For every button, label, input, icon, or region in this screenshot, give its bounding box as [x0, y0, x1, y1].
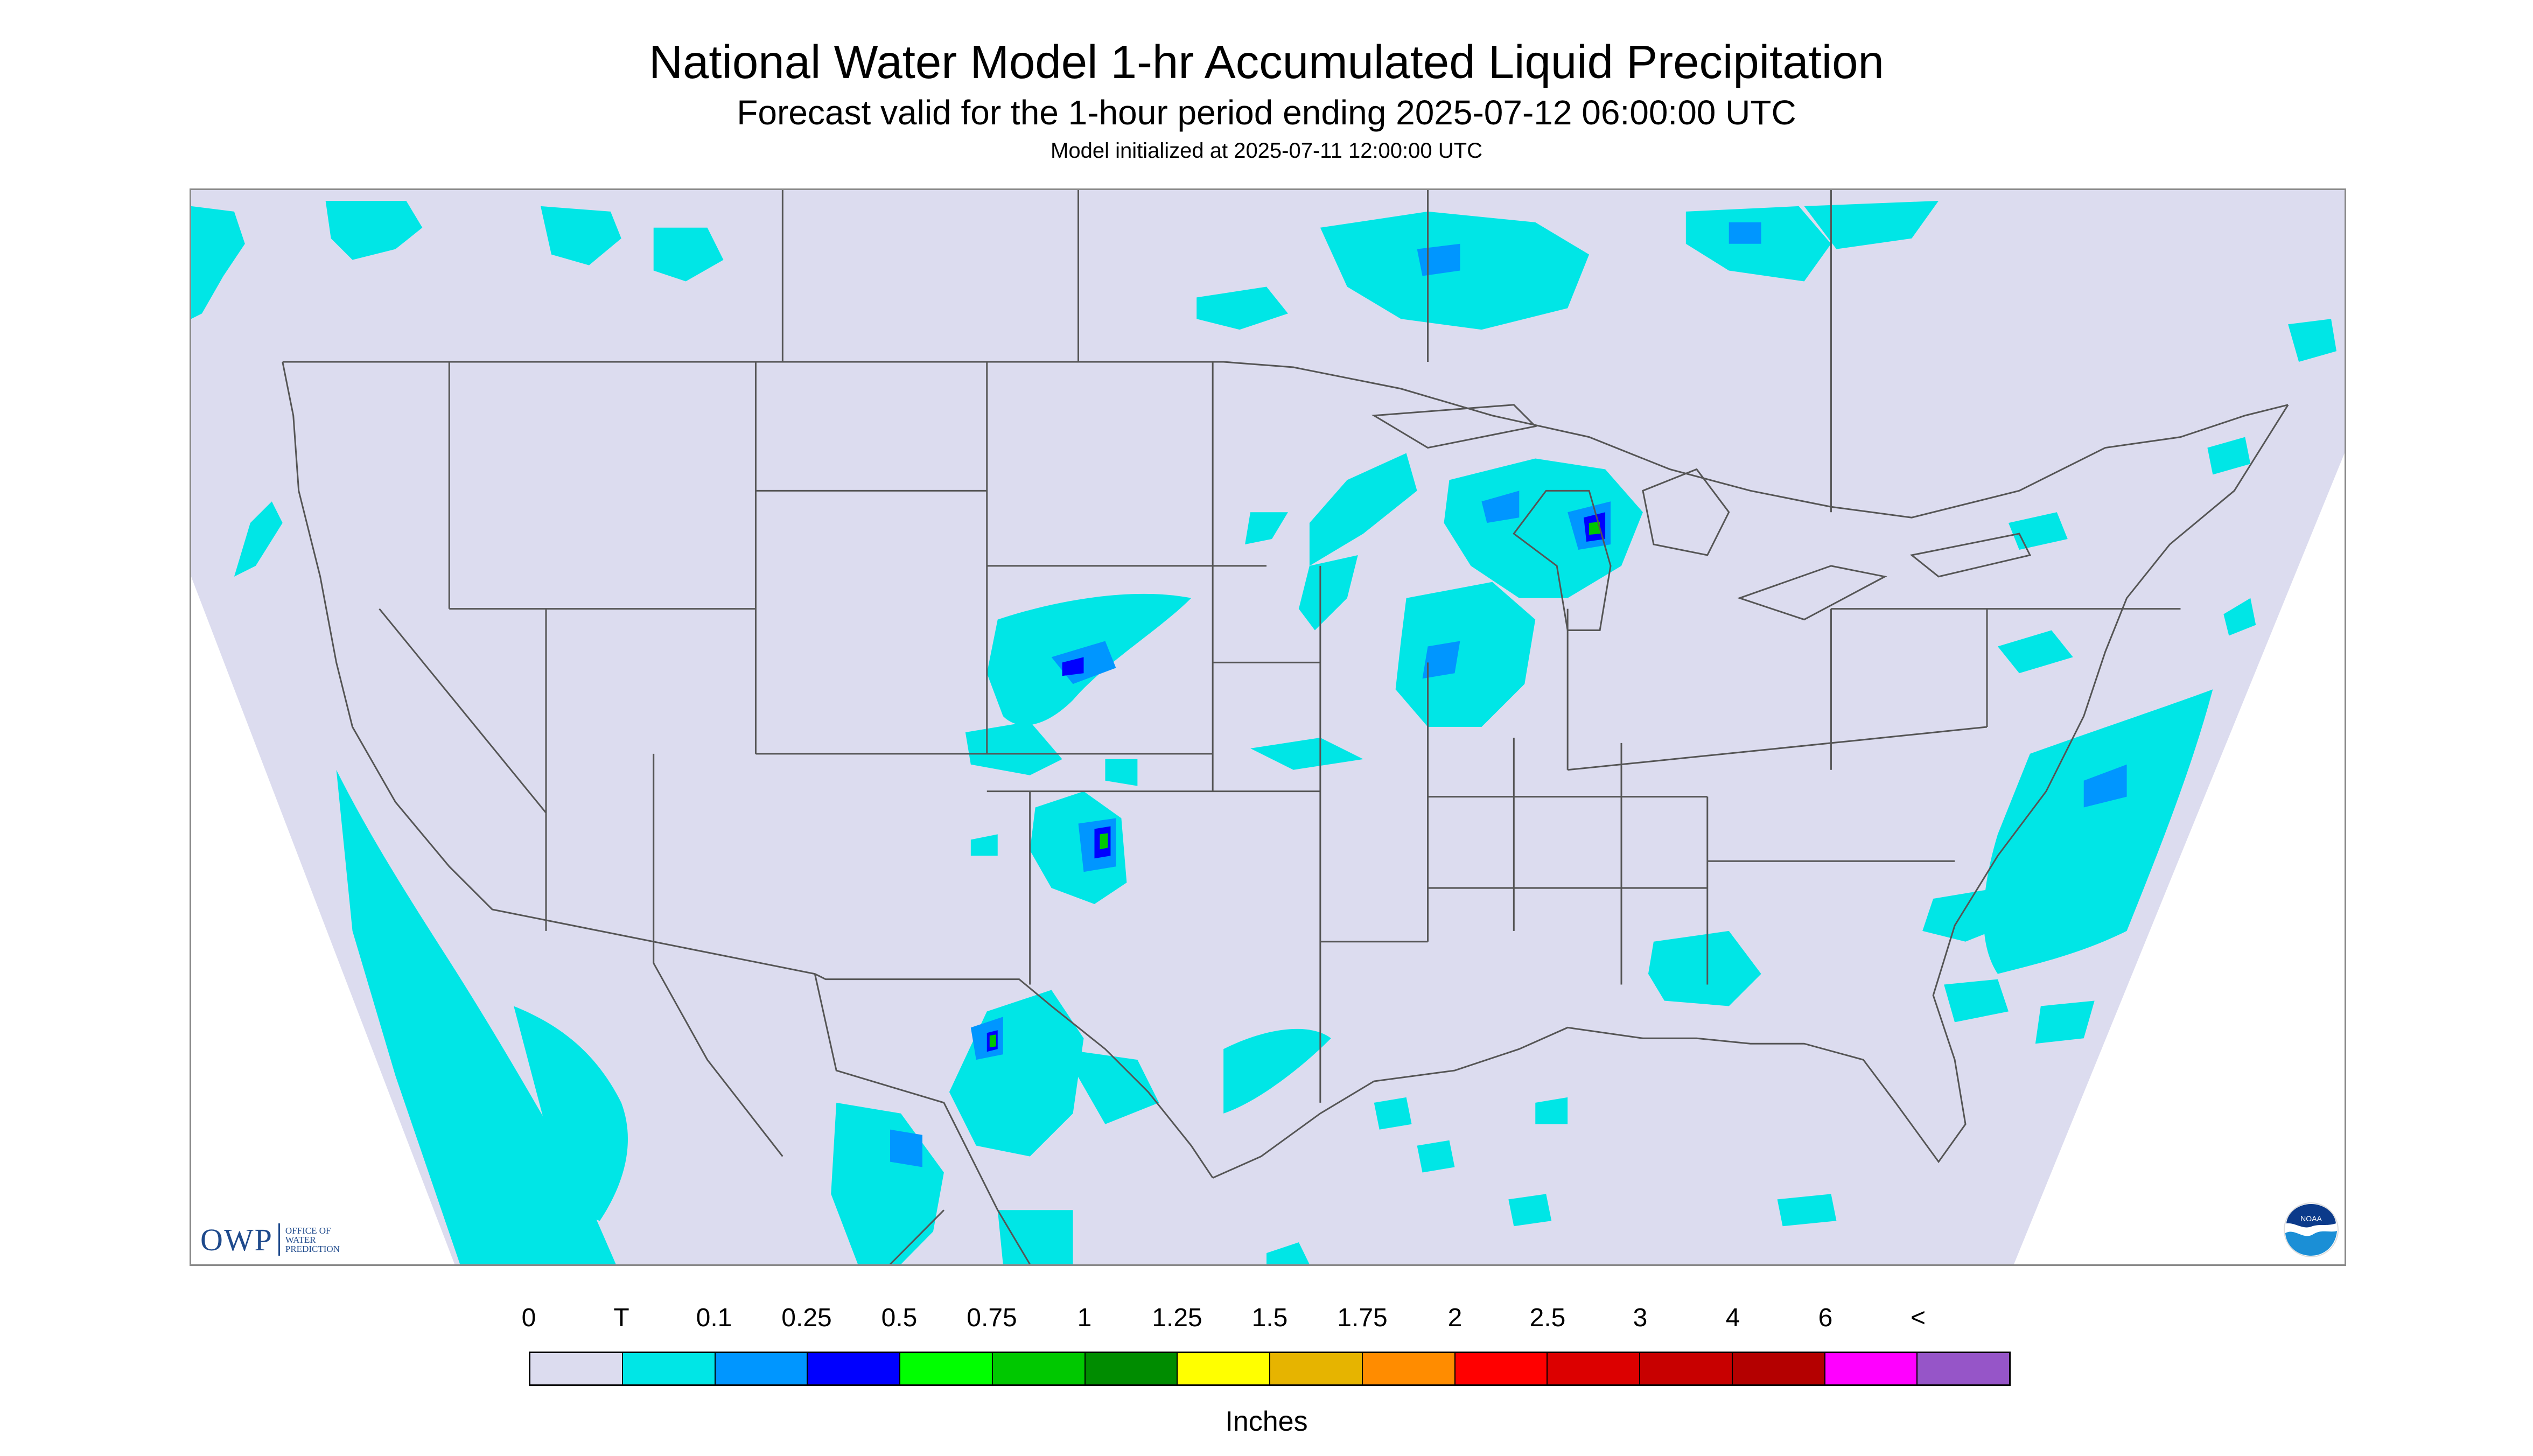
legend-swatch	[1825, 1353, 1918, 1384]
noaa-logo: NOAA	[2284, 1202, 2339, 1257]
legend-swatch	[1732, 1353, 1825, 1384]
legend-swatch	[1640, 1353, 1733, 1384]
legend-label: <	[1910, 1304, 1926, 1332]
precipitation-map	[190, 188, 2346, 1266]
legend-units: Inches	[1225, 1406, 1308, 1437]
model-initialized-note: Model initialized at 2025-07-11 12:00:00…	[1051, 139, 1482, 163]
precip-area-atlantic	[1983, 689, 2213, 974]
legend-label: 1.75	[1337, 1304, 1388, 1332]
legend-swatch	[1548, 1353, 1640, 1384]
legend-label: 2	[1447, 1304, 1463, 1332]
pacific-coast	[282, 361, 600, 932]
noaa-logo-word: NOAA	[2300, 1214, 2322, 1223]
legend-swatch	[530, 1353, 623, 1384]
legend-swatch	[1178, 1353, 1270, 1384]
legend-label: 4	[1725, 1304, 1740, 1332]
us-mexico-border	[599, 930, 1214, 1179]
legend-swatch	[1362, 1353, 1456, 1384]
precip-area-gulf	[1223, 1028, 1331, 1114]
us-canada-border	[282, 361, 2289, 519]
legend-swatch	[1455, 1353, 1548, 1384]
legend-swatch	[622, 1353, 716, 1384]
precip-area-georgia	[1648, 930, 1761, 1006]
state-lines	[379, 362, 2181, 1103]
boundary-lines	[282, 190, 2289, 1264]
precip-area-illinois-iowa	[1395, 582, 1536, 727]
legend-swatch	[900, 1353, 993, 1384]
precip-intense-layer	[989, 522, 1600, 1048]
atlantic-gulf-coast	[1212, 404, 2289, 1179]
forecast-valid-subtitle: Forecast valid for the 1-hour period end…	[737, 93, 1796, 132]
legend-label: 2.5	[1529, 1304, 1566, 1332]
owp-logo-word: OWP	[200, 1222, 273, 1257]
owp-logo: OWP OFFICE OF WATER PREDICTION	[200, 1222, 366, 1257]
map-canvas	[191, 190, 2345, 1264]
legend-label: 0.1	[696, 1304, 732, 1332]
legend-label: T	[613, 1304, 629, 1332]
color-legend	[529, 1352, 2011, 1386]
legend-label: 6	[1818, 1304, 1833, 1332]
map-domain	[191, 190, 2345, 1264]
legend-label: 1	[1077, 1304, 1092, 1332]
great-lakes	[1371, 404, 2032, 632]
legend-swatch	[808, 1353, 900, 1384]
legend-swatch	[715, 1353, 808, 1384]
legend-label: 3	[1633, 1304, 1648, 1332]
canada-provinces	[781, 190, 1832, 513]
owp-logo-subtext: OFFICE OF WATER PREDICTION	[285, 1225, 340, 1254]
legend-swatch	[1270, 1353, 1363, 1384]
map-title: National Water Model 1-hr Accumulated Li…	[649, 36, 1884, 88]
legend-label: 0	[521, 1304, 536, 1332]
precip-area-pacific-ocean	[336, 769, 616, 1264]
legend-label: 0.25	[781, 1304, 832, 1332]
legend-label: 0.5	[881, 1304, 918, 1332]
legend-label: 1.25	[1152, 1304, 1202, 1332]
precip-area-pacific-northwest	[191, 206, 245, 319]
precip-area-oklahoma-panhandle	[1030, 791, 1127, 905]
legend-labels: 0 T 0.1 0.25 0.5 0.75 1 1.25 1.5 1.75 2 2.5 3 4 6 <	[522, 1302, 2011, 1334]
legend-label: 1.5	[1251, 1304, 1288, 1332]
legend-swatch	[992, 1353, 1086, 1384]
legend-label: 0.75	[967, 1304, 1017, 1332]
owp-logo-divider	[278, 1223, 280, 1256]
precip-area-quebec-maine	[2207, 437, 2251, 475]
legend-swatch	[1918, 1353, 2009, 1384]
legend-swatch	[1085, 1353, 1178, 1384]
mexico-states	[653, 962, 1031, 1264]
